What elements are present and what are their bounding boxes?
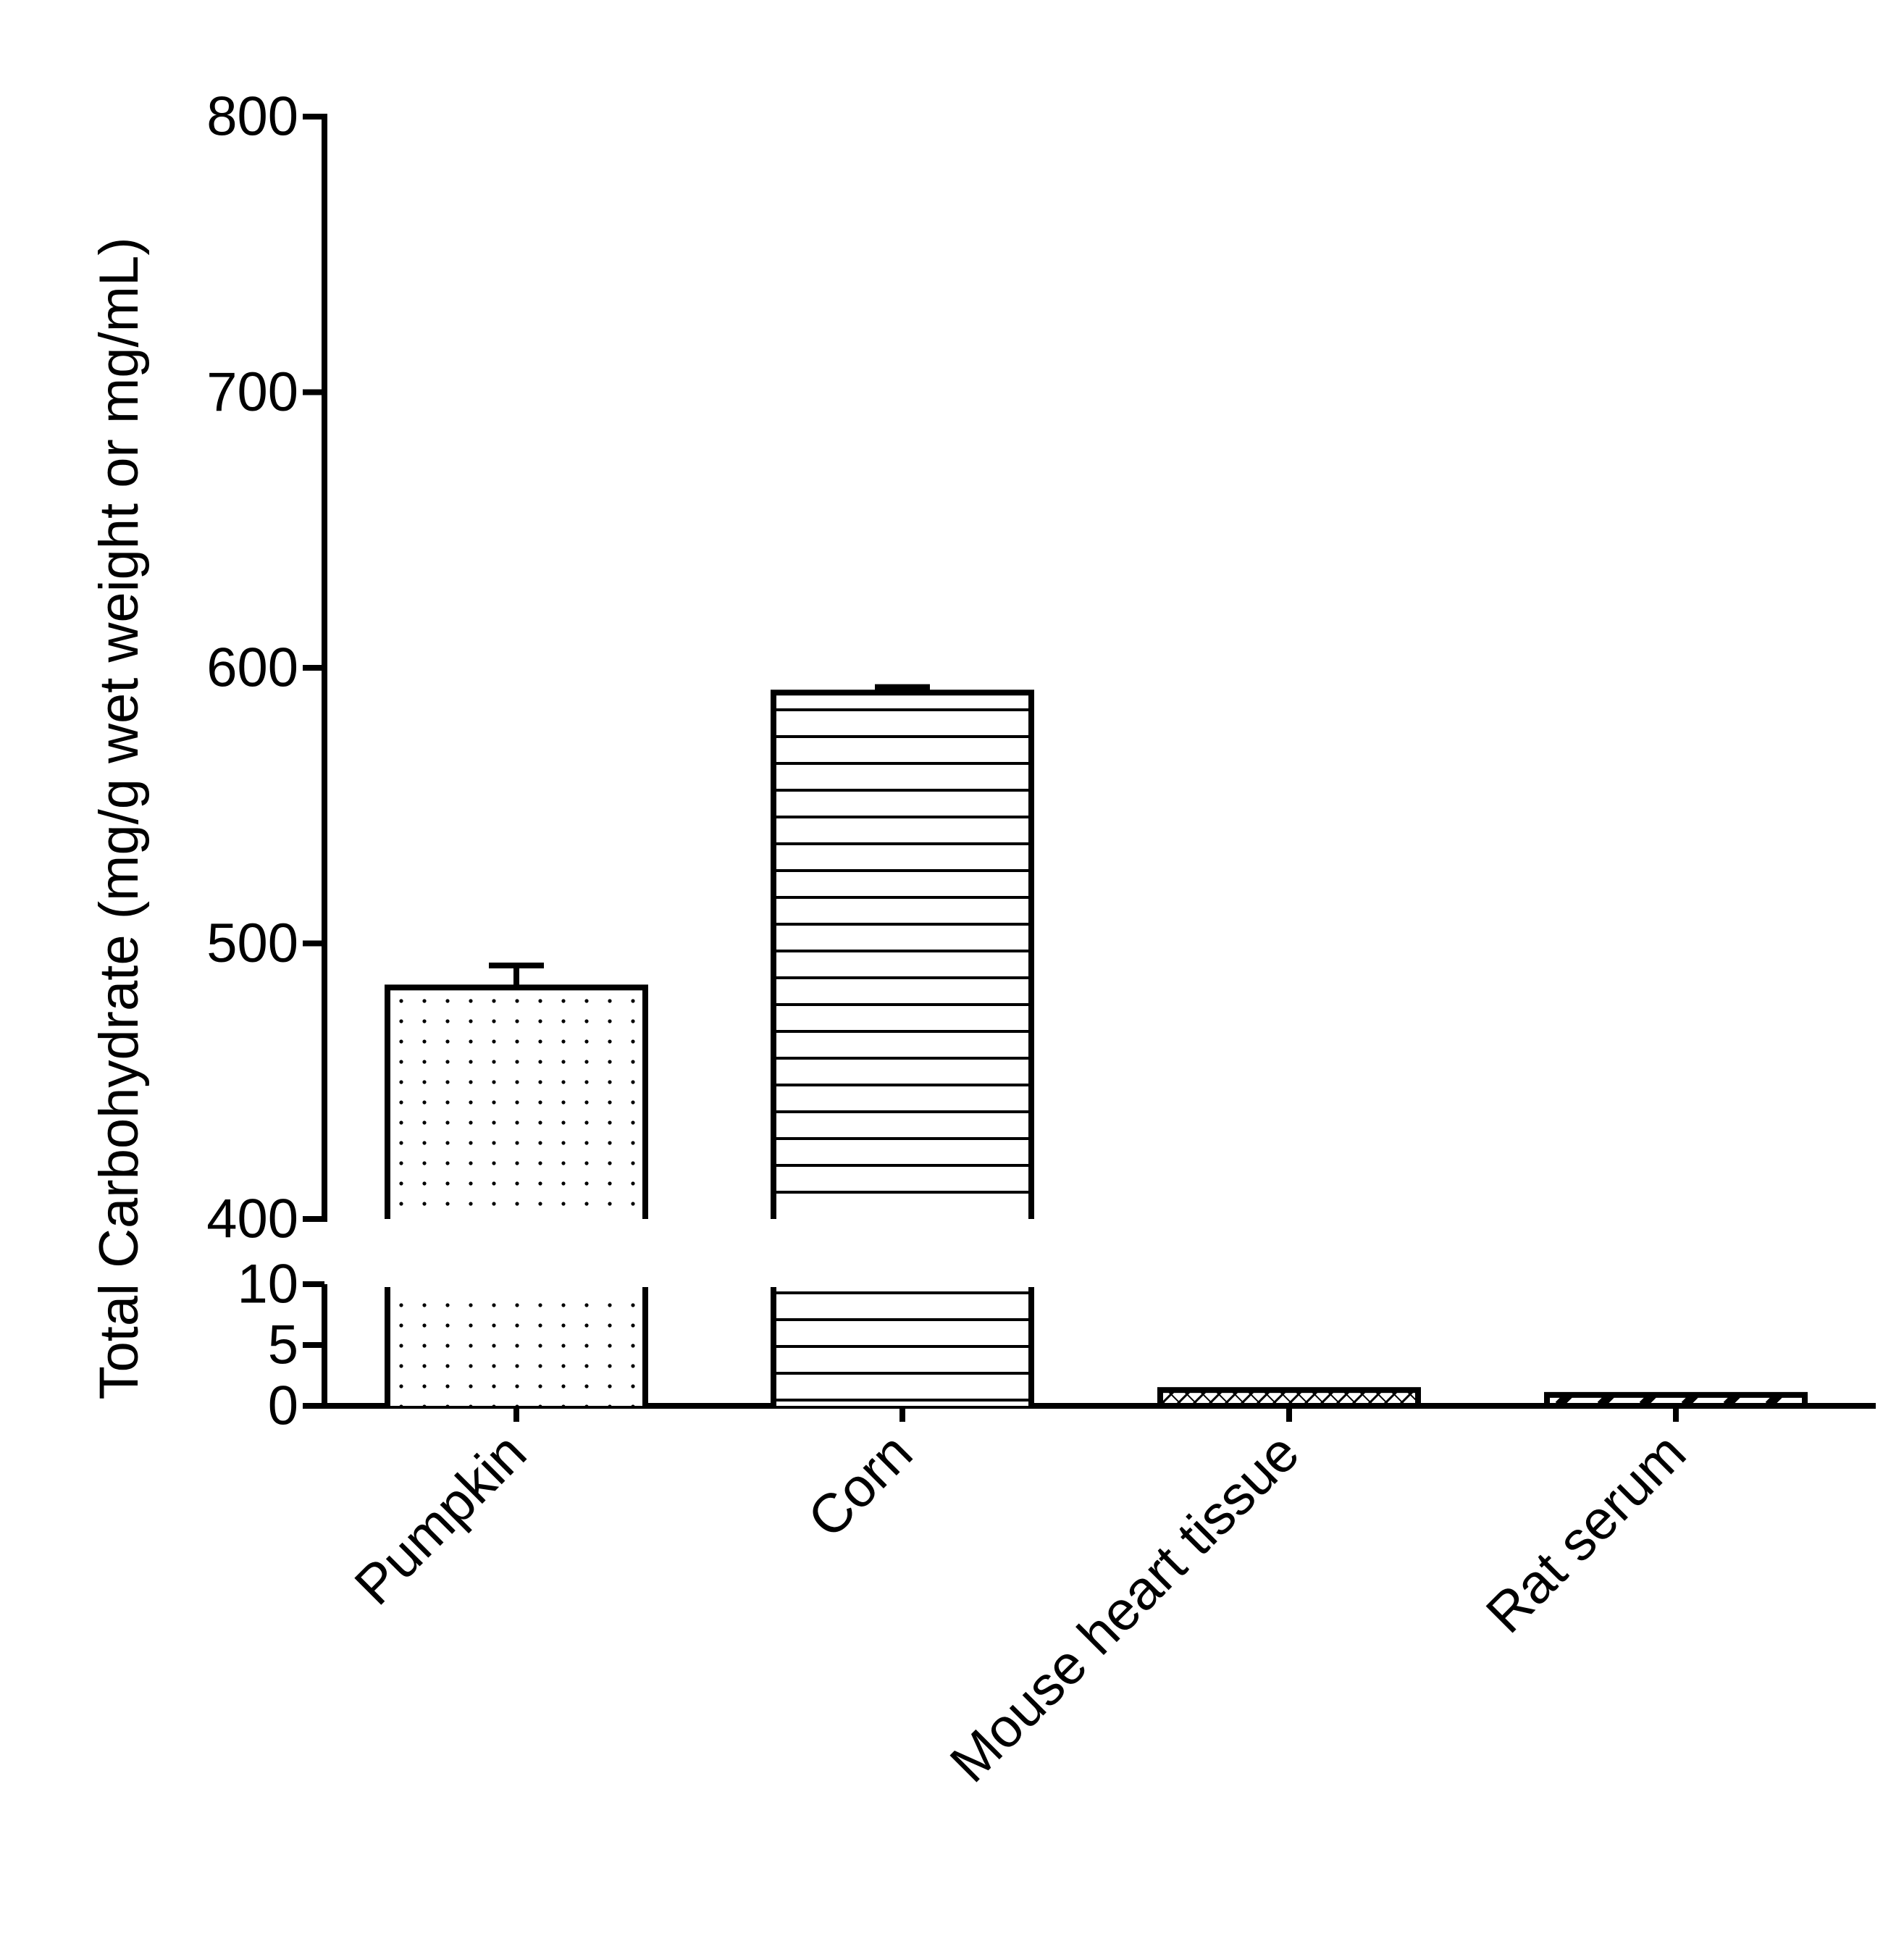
y-tick-lower-5-label: 5 (268, 1315, 298, 1376)
y-tick-upper-800-label: 800 (206, 86, 298, 148)
x-tick-label-mouse-heart-tissue: Mouse heart tissue (939, 1422, 1311, 1794)
error-bar-pumpkin (489, 962, 544, 988)
y-tick-upper-600-label: 600 (206, 637, 298, 699)
bar-corn-upper-fill (773, 692, 1031, 1219)
bar-rat-serum (1544, 1391, 1808, 1409)
x-tick-label-pumpkin: Pumpkin (343, 1422, 538, 1617)
x-tick-label-corn: Corn (796, 1422, 924, 1550)
bar-pumpkin-lower-fill (387, 1287, 645, 1406)
bars-group (385, 684, 1808, 1409)
x-tick-label-rat-serum: Rat serum (1475, 1422, 1698, 1645)
x-tick-labels: Pumpkin Corn Mouse heart tissue Rat serum (343, 1422, 1698, 1794)
bar-pumpkin-upper-fill (387, 987, 645, 1219)
bar-mouse-heart-tissue (1157, 1387, 1421, 1409)
bar-corn-stripes (773, 708, 1031, 1402)
y-tick-upper-500-label: 500 (206, 913, 298, 974)
y-axis-label: Total Carbohydrate (mg/g wet weight or m… (88, 237, 150, 1399)
y-tick-lower-0-label: 0 (268, 1375, 298, 1437)
y-tick-lower-10-label: 10 (237, 1254, 298, 1315)
y-tick-upper-700-label: 700 (206, 361, 298, 423)
error-bar-corn (875, 684, 930, 693)
y-tick-upper-400-label: 400 (206, 1189, 298, 1250)
bar-pumpkin-lower (385, 1287, 648, 1406)
